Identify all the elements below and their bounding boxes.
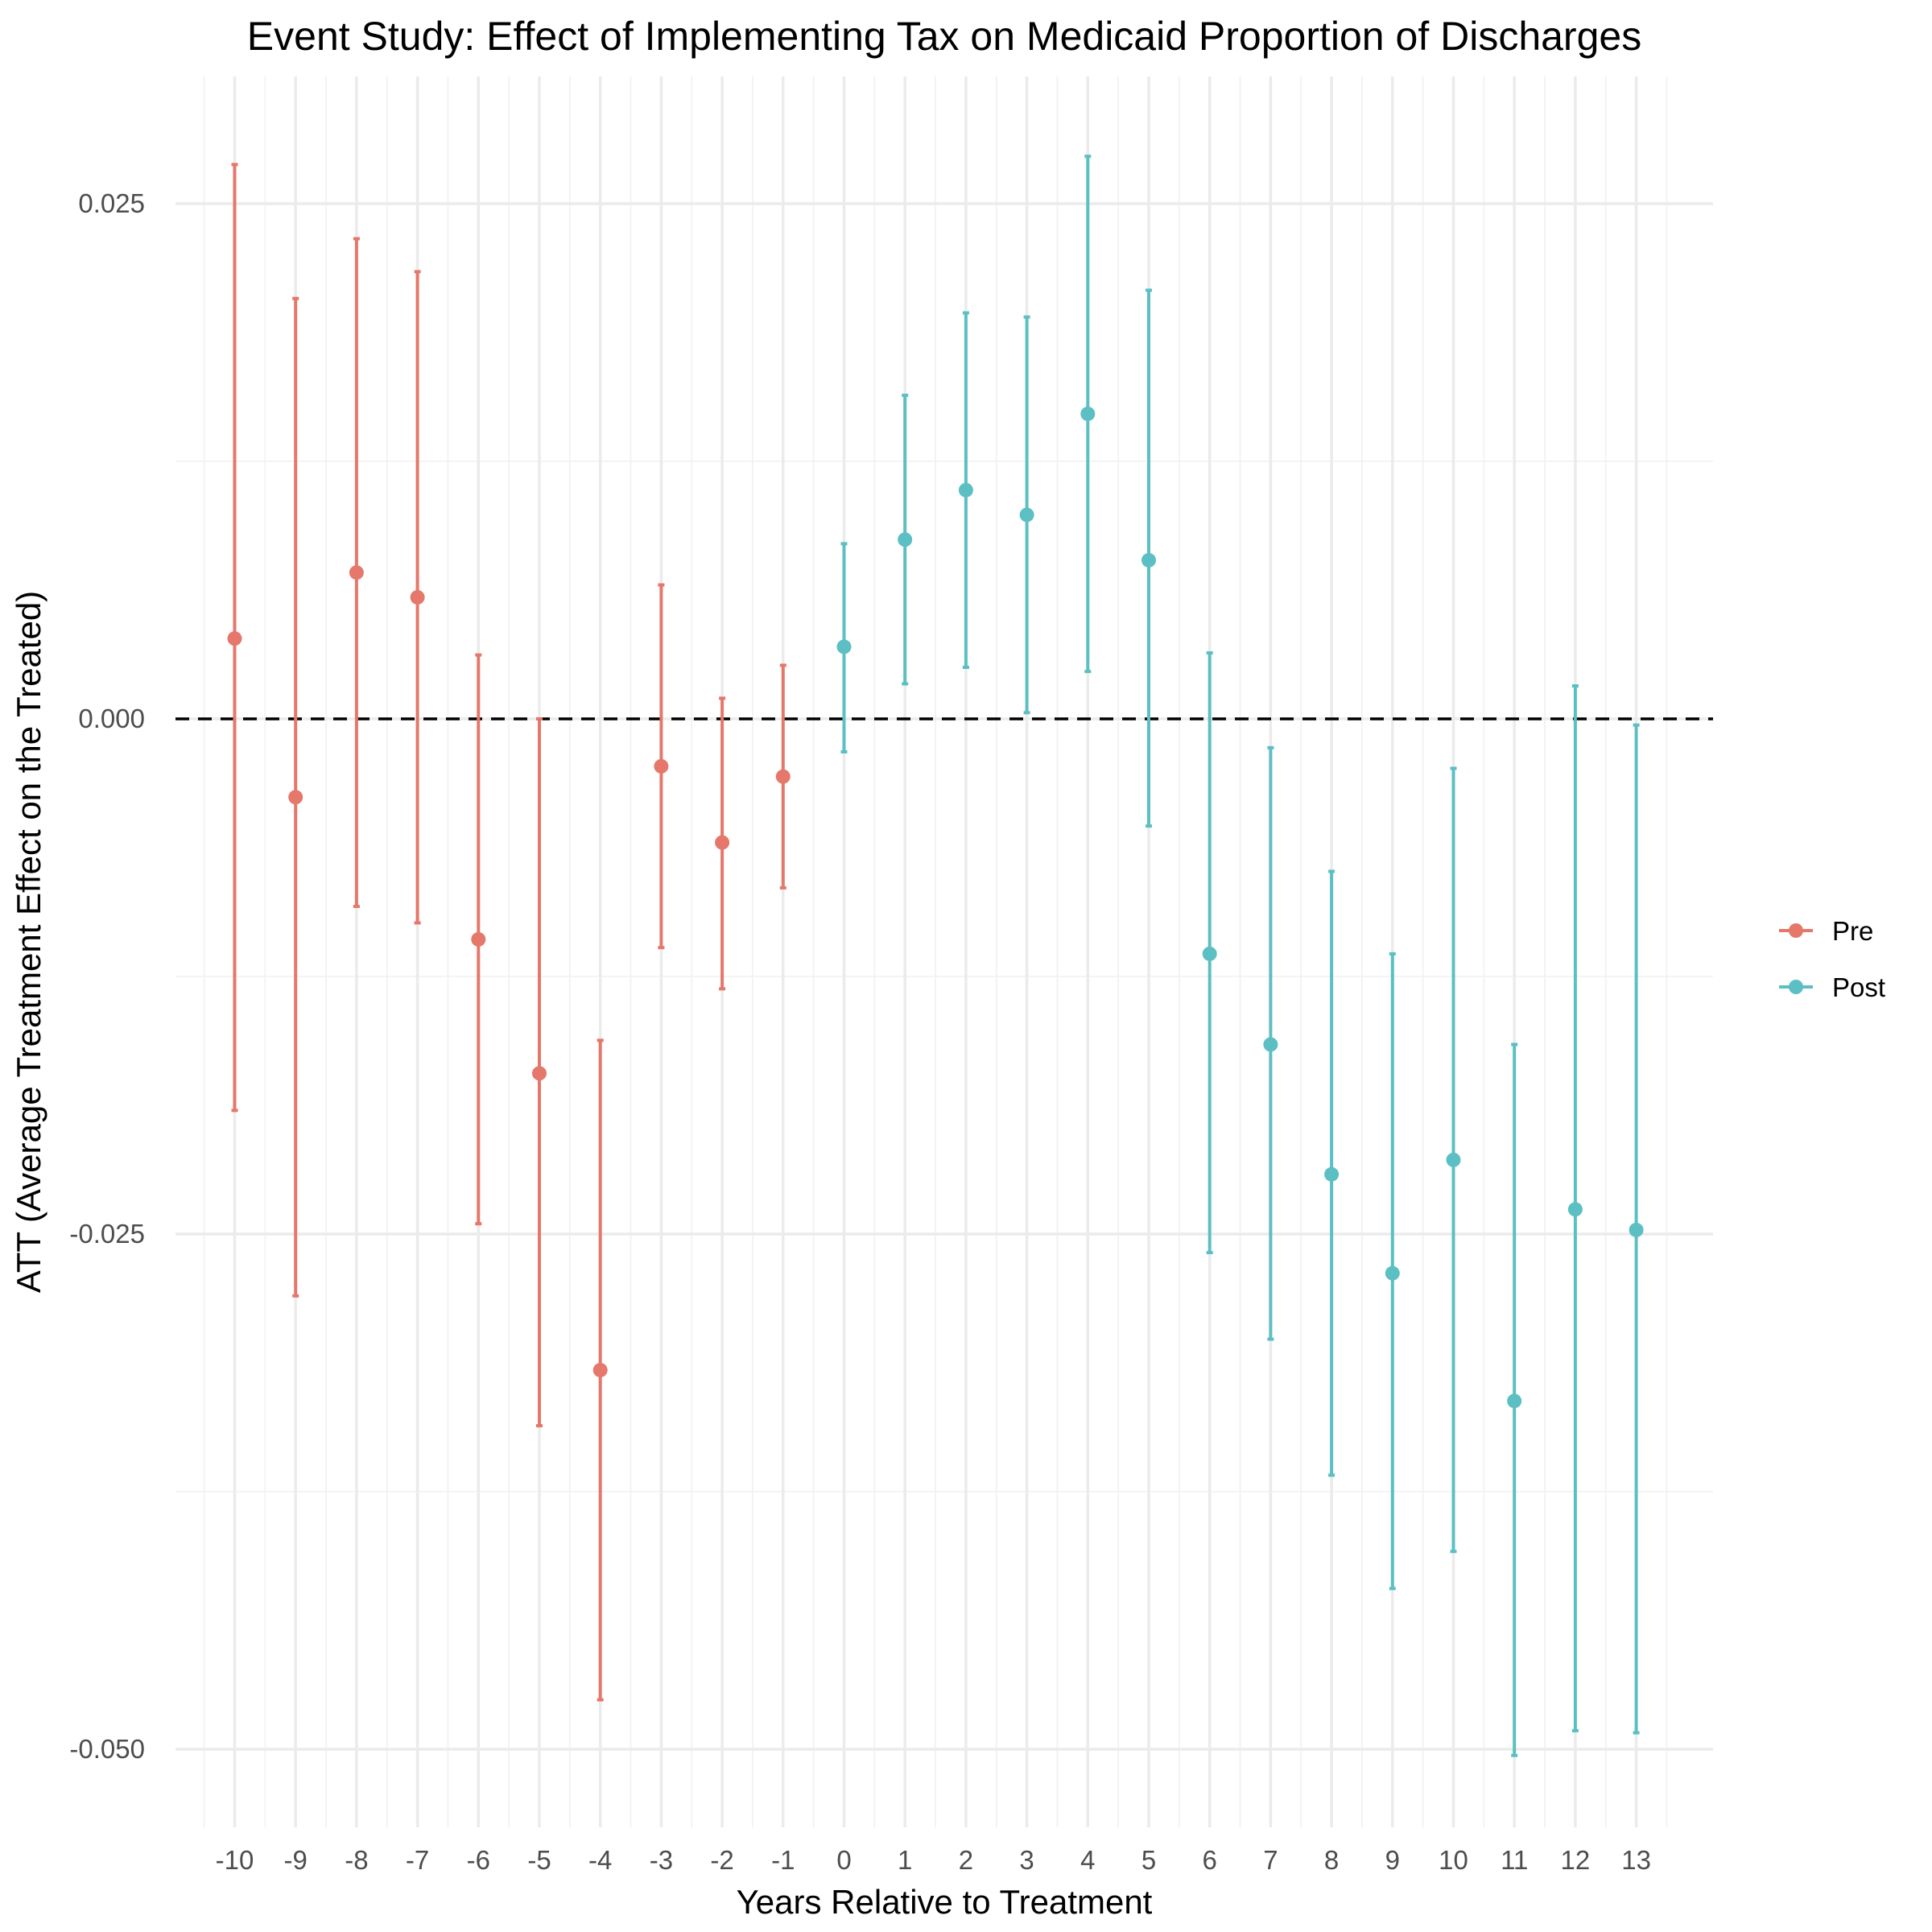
data-point — [1385, 1265, 1400, 1281]
data-point — [1080, 407, 1096, 422]
data-point — [349, 565, 364, 580]
chart-title: Event Study: Effect of Implementing Tax … — [247, 14, 1641, 59]
data-point — [1629, 1222, 1644, 1237]
series-post — [836, 155, 1644, 1757]
data-point — [1263, 1037, 1278, 1052]
y-tick-label: 0.025 — [78, 188, 145, 218]
x-tick-label: 4 — [1080, 1845, 1095, 1875]
data-point — [410, 589, 425, 605]
x-tick-label: 7 — [1263, 1845, 1278, 1875]
x-tick-label: 10 — [1439, 1845, 1468, 1875]
legend-item-post: Post — [1779, 972, 1885, 1002]
x-tick-label: 13 — [1621, 1845, 1651, 1875]
x-tick-label: -4 — [588, 1845, 612, 1875]
data-point — [836, 639, 852, 654]
data-point — [1019, 507, 1034, 522]
data-point — [227, 631, 242, 646]
x-tick-label: 3 — [1019, 1845, 1034, 1875]
x-tick-label: -10 — [216, 1845, 254, 1875]
y-tick-label: -0.050 — [69, 1734, 145, 1764]
x-tick-label: 12 — [1561, 1845, 1591, 1875]
series-pre — [227, 163, 791, 1702]
x-tick-label: 5 — [1141, 1845, 1156, 1875]
data-point — [1202, 946, 1217, 961]
data-point — [288, 790, 303, 805]
data-point — [654, 758, 669, 774]
data-point — [471, 931, 486, 947]
x-tick-label: -6 — [467, 1845, 490, 1875]
x-tick-label: 6 — [1203, 1845, 1217, 1875]
legend-label: Pre — [1832, 916, 1873, 946]
x-axis-title: Years Relative to Treatment — [737, 1883, 1153, 1921]
x-tick-label: -8 — [345, 1845, 368, 1875]
data-point — [898, 532, 913, 547]
x-tick-label: -7 — [406, 1845, 429, 1875]
x-tick-label: -2 — [710, 1845, 733, 1875]
data-point — [1324, 1166, 1340, 1182]
x-tick-label: -3 — [650, 1845, 673, 1875]
y-tick-label: -0.025 — [69, 1219, 145, 1249]
legend-key-point — [1789, 980, 1803, 994]
legend-item-pre: Pre — [1779, 916, 1873, 946]
x-tick-label: -5 — [527, 1845, 551, 1875]
y-tick-label: 0.000 — [78, 704, 145, 733]
x-tick-label: -9 — [284, 1845, 308, 1875]
x-tick-label: 0 — [836, 1845, 851, 1875]
data-point — [958, 482, 973, 497]
data-point — [775, 769, 791, 784]
data-point — [532, 1066, 547, 1081]
data-point — [1446, 1152, 1461, 1167]
x-tick-label: 9 — [1385, 1845, 1400, 1875]
data-point — [1141, 552, 1156, 568]
legend-key-point — [1789, 923, 1803, 938]
x-tick-label: 2 — [959, 1845, 973, 1875]
x-tick-label: 1 — [898, 1845, 912, 1875]
data-point — [1507, 1393, 1522, 1409]
data-point — [715, 835, 730, 850]
legend-label: Post — [1832, 972, 1885, 1002]
x-tick-label: 11 — [1501, 1845, 1528, 1875]
x-tick-label: 8 — [1324, 1845, 1339, 1875]
legend: Pre Post — [1779, 916, 1885, 1002]
data-point — [592, 1362, 608, 1377]
x-tick-label: -1 — [771, 1845, 795, 1875]
data-point — [1567, 1202, 1583, 1217]
y-axis-title: ATT (Average Treatment Effect on the Tre… — [10, 591, 47, 1293]
